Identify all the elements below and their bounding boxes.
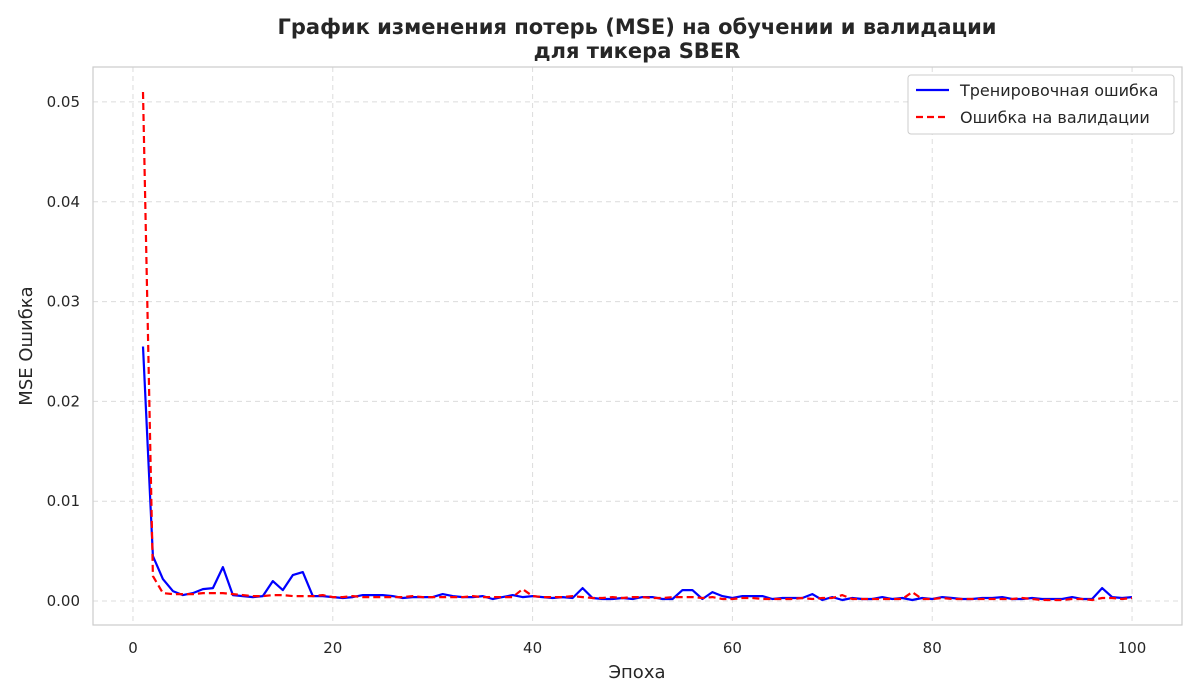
y-tick-label: 0.04 (47, 193, 80, 211)
y-tick-label: 0.02 (47, 392, 80, 410)
legend-label-train: Тренировочная ошибка (959, 81, 1158, 100)
legend-box (907, 74, 1175, 135)
x-tick-label: 20 (323, 639, 342, 657)
y-tick-label: 0.01 (47, 492, 80, 510)
grid (93, 67, 1182, 625)
legend-label-validation: Ошибка на валидации (960, 108, 1150, 127)
plot-frame (92, 66, 1183, 626)
chart-title-line-1: График изменения потерь (MSE) на обучени… (277, 15, 996, 39)
series-lines (141, 91, 1133, 602)
chart-title-line-2: для тикера SBER (534, 39, 741, 63)
x-tick-label: 60 (723, 639, 742, 657)
legend: Тренировочная ошибка Ошибка на валидации (907, 74, 1175, 135)
x-tick-label: 100 (1118, 639, 1147, 657)
x-tick-label: 80 (923, 639, 942, 657)
y-tick-label: 0.00 (47, 592, 80, 610)
x-tick-label: 0 (128, 639, 138, 657)
x-axis-label: Эпоха (608, 662, 665, 683)
y-tick-label: 0.05 (47, 93, 80, 111)
series-line-train (141, 346, 1133, 602)
series-line-validation (141, 91, 1133, 602)
tick-labels: 0 20 40 60 80 100 0.00 0.01 0.02 0.03 0.04 0.05 (47, 93, 1147, 657)
x-tick-label: 40 (523, 639, 542, 657)
y-axis-label: MSE Ошибка (16, 286, 37, 405)
y-tick-label: 0.03 (47, 293, 80, 311)
